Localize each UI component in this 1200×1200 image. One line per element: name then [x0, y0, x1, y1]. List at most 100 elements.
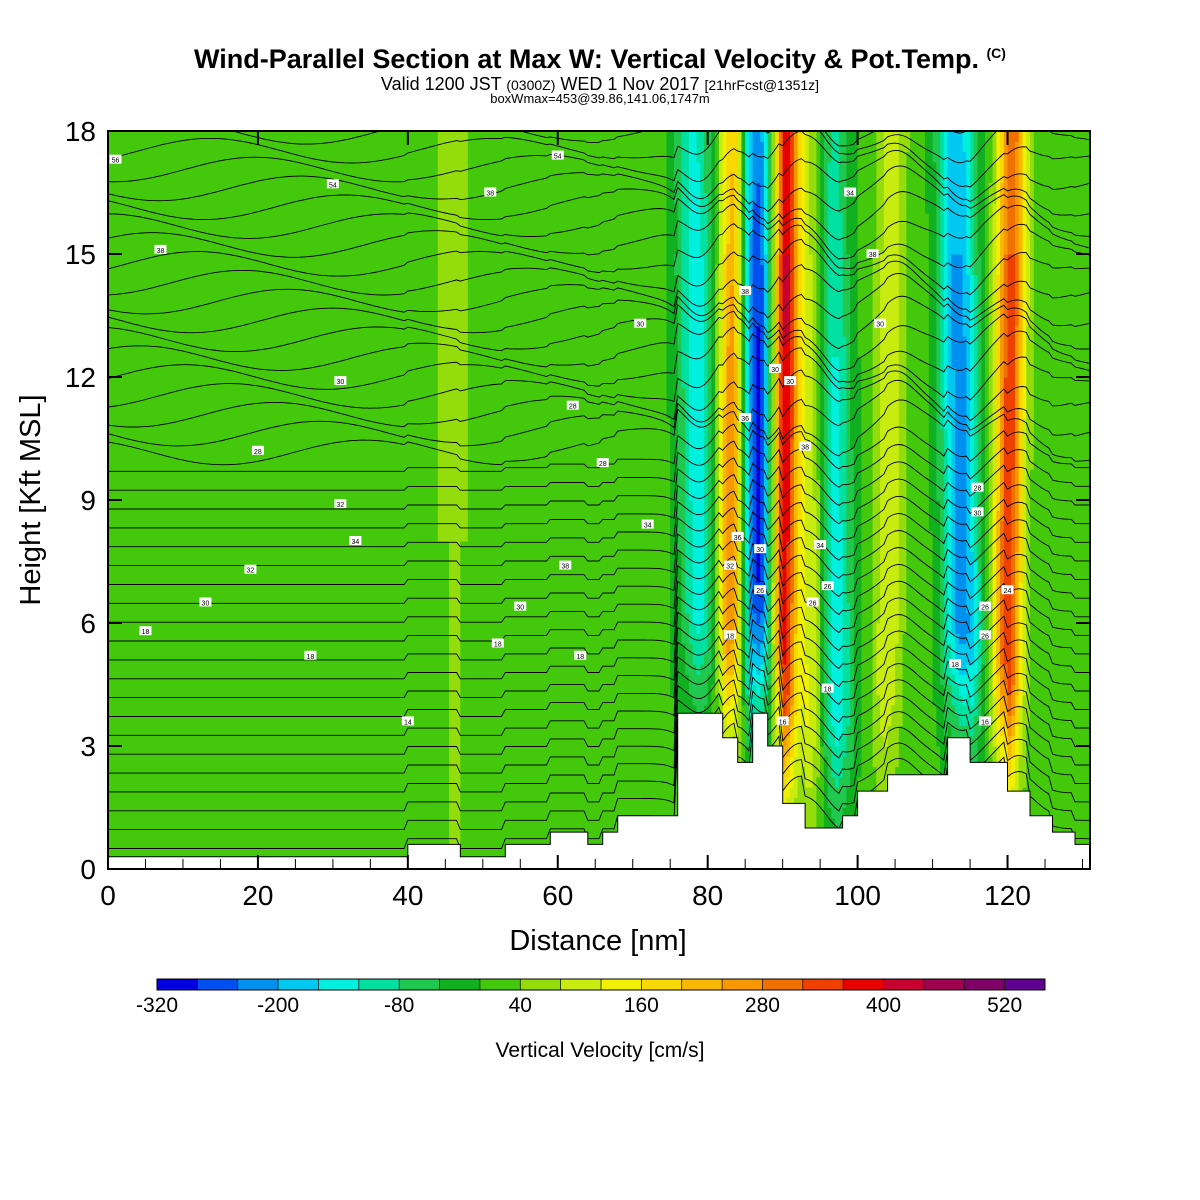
- w-cell: [347, 674, 353, 686]
- w-cell: [149, 838, 154, 850]
- w-cell: [126, 766, 132, 778]
- w-cell: [239, 428, 244, 440]
- w-cell: [186, 623, 192, 634]
- w-cell: [257, 551, 263, 563]
- w-cell: [149, 418, 154, 429]
- w-cell: [175, 284, 180, 296]
- w-cell: [231, 397, 237, 409]
- w-cell: [205, 838, 210, 850]
- w-cell: [194, 807, 199, 819]
- w-cell: [310, 469, 315, 481]
- w-cell: [362, 643, 368, 655]
- w-cell: [250, 582, 255, 593]
- w-cell: [344, 510, 349, 522]
- w-cell: [130, 151, 135, 163]
- w-cell: [295, 479, 300, 491]
- w-cell: [321, 274, 326, 286]
- w-cell: [287, 551, 293, 563]
- w-cell: [171, 223, 177, 235]
- w-cell: [119, 756, 124, 768]
- w-cell: [175, 489, 180, 501]
- w-cell: [141, 561, 147, 573]
- w-cell: [212, 336, 218, 347]
- w-cell: [306, 202, 311, 214]
- w-cell: [366, 746, 371, 757]
- w-cell: [336, 633, 341, 645]
- w-cell: [284, 264, 289, 276]
- w-cell: [205, 336, 210, 347]
- w-cell: [209, 141, 214, 153]
- w-cell: [108, 284, 113, 296]
- w-cell: [171, 192, 177, 204]
- w-cell: [149, 592, 154, 604]
- w-cell: [186, 161, 192, 173]
- w-cell: [179, 141, 184, 153]
- w-cell: [167, 469, 173, 481]
- w-cell: [235, 428, 240, 440]
- w-cell: [355, 500, 360, 511]
- w-cell: [317, 694, 323, 706]
- w-cell: [212, 705, 218, 716]
- w-cell: [284, 315, 289, 327]
- w-cell: [190, 469, 195, 481]
- w-cell: [149, 797, 154, 809]
- w-cell: [216, 366, 222, 378]
- w-cell: [332, 274, 338, 286]
- w-cell: [306, 807, 311, 819]
- w-cell: [306, 571, 311, 583]
- w-cell: [242, 295, 248, 306]
- w-cell: [344, 838, 349, 850]
- w-cell: [167, 223, 173, 235]
- w-cell: [134, 664, 139, 675]
- w-cell: [201, 612, 207, 624]
- w-cell: [167, 182, 173, 194]
- w-cell: [317, 377, 323, 388]
- w-cell: [171, 254, 177, 265]
- w-cell: [254, 202, 259, 214]
- w-cell: [227, 295, 233, 306]
- w-cell: [269, 141, 274, 153]
- w-cell: [115, 202, 120, 214]
- w-cell: [227, 172, 233, 183]
- w-cell: [119, 254, 124, 265]
- w-cell: [276, 407, 282, 419]
- w-cell: [137, 510, 143, 522]
- w-cell: [317, 284, 323, 296]
- w-cell: [291, 807, 297, 819]
- w-cell: [332, 735, 338, 747]
- w-cell: [265, 336, 270, 347]
- w-cell: [209, 192, 214, 204]
- w-cell: [216, 418, 222, 429]
- w-cell: [291, 284, 297, 296]
- w-cell: [209, 315, 214, 327]
- w-cell: [227, 735, 233, 747]
- w-cell: [134, 336, 139, 347]
- w-cell: [302, 213, 308, 224]
- w-cell: [111, 325, 117, 337]
- w-cell: [272, 787, 278, 798]
- w-cell: [362, 715, 368, 727]
- w-cell: [227, 756, 233, 768]
- w-cell: [115, 725, 120, 737]
- w-cell: [355, 151, 360, 163]
- w-cell: [351, 346, 356, 358]
- w-cell: [220, 848, 225, 860]
- w-cell: [269, 315, 274, 327]
- w-cell: [317, 295, 323, 306]
- w-cell: [171, 500, 177, 511]
- w-cell: [355, 305, 360, 317]
- w-cell: [329, 694, 334, 706]
- w-cell: [130, 387, 135, 399]
- w-cell: [299, 848, 304, 860]
- w-cell: [134, 848, 139, 860]
- w-cell: [257, 131, 263, 142]
- w-cell: [111, 694, 117, 706]
- w-cell: [130, 161, 135, 173]
- w-cell: [227, 356, 233, 368]
- w-cell: [325, 377, 330, 388]
- w-cell: [126, 479, 132, 491]
- w-cell: [137, 694, 143, 706]
- w-cell: [310, 305, 315, 317]
- w-cell: [276, 459, 282, 470]
- w-cell: [227, 284, 233, 296]
